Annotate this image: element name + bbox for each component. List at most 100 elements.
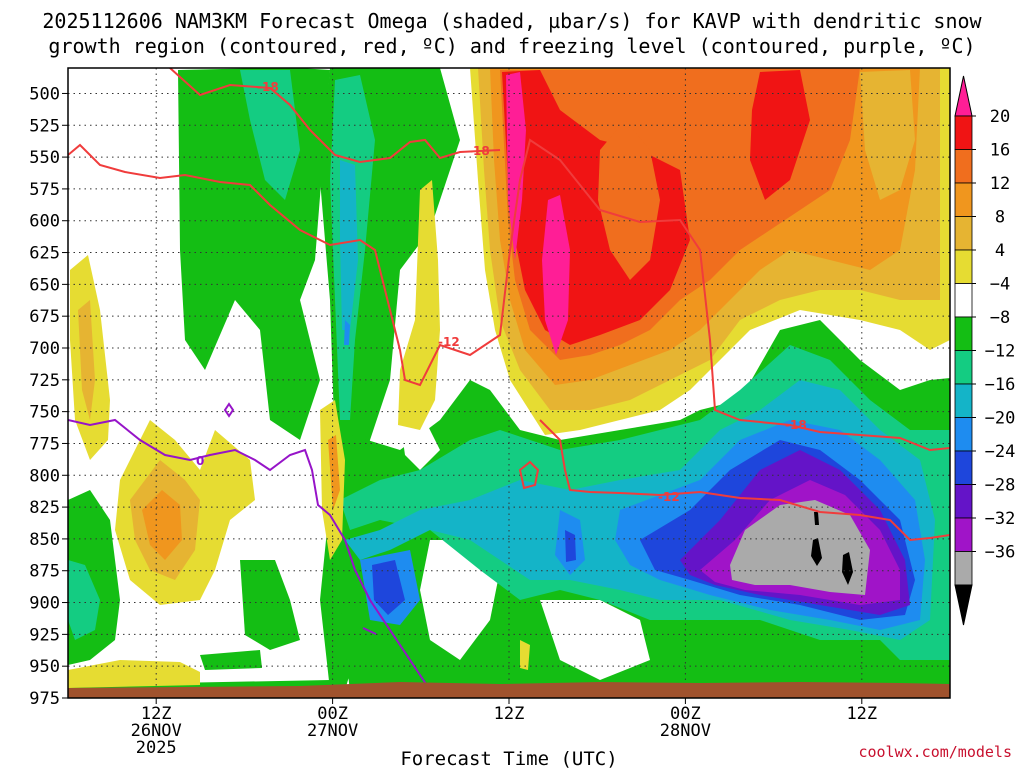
colorbar-segment	[954, 484, 973, 519]
dendritic-contour-minus18	[169, 68, 501, 164]
omega-region	[730, 500, 870, 595]
omega-region	[598, 120, 660, 280]
x-tick-label: 26NOV	[131, 721, 182, 741]
y-tick-label: 525	[29, 116, 60, 136]
colorbar-label: 4	[995, 241, 1005, 261]
omega-region	[811, 538, 822, 566]
omega-region	[200, 650, 262, 670]
freezing-contour-0	[362, 627, 377, 635]
y-tick-label: 775	[29, 434, 60, 454]
colorbar-segment	[954, 316, 973, 351]
omega-region	[520, 640, 530, 670]
colorbar-segment	[954, 350, 973, 385]
omega-region	[68, 560, 100, 640]
colorbar-label: 16	[990, 141, 1010, 161]
y-tick-label: 600	[29, 212, 60, 232]
colorbar-label: −20	[985, 409, 1016, 429]
y-tick-label: 750	[29, 403, 60, 423]
omega-shading	[68, 68, 950, 692]
y-tick-label: 975	[29, 689, 60, 709]
colorbar-label: −12	[985, 342, 1016, 362]
omega-region	[565, 530, 576, 562]
freezing-level-contour	[68, 402, 431, 691]
omega-region	[68, 660, 200, 688]
y-tick-label: 550	[29, 148, 60, 168]
colorbar-segment	[954, 417, 973, 452]
x-tick-label: 00Z	[670, 704, 701, 724]
colorbar-segment	[954, 149, 973, 184]
contour-label-minus18: -18	[468, 144, 490, 158]
omega-region	[540, 600, 650, 680]
y-axis: 500 525 550 575 600 625 650 675 700 725 750 775 800 8…	[29, 84, 68, 709]
credit-text: coolwx.com/models	[858, 743, 1012, 761]
colorbar-label: 20	[990, 107, 1010, 127]
omega-region	[328, 435, 340, 510]
colorbar-segment	[954, 249, 973, 284]
contour-label-minus18: -18	[257, 80, 279, 94]
dendritic-contour-minus12	[518, 460, 540, 490]
dendritic-contours	[68, 68, 950, 542]
colorbar-label: −28	[985, 476, 1016, 496]
y-tick-label: 875	[29, 562, 60, 582]
x-tick-label: 2025	[136, 738, 177, 758]
x-tick-label: 28NOV	[660, 721, 711, 741]
contour-label-0: 0	[196, 454, 204, 468]
chart-title-line1: 2025112606 NAM3KM Forecast Omega (shaded…	[42, 9, 982, 33]
colorbar: 20 16 12 8 4 −4 −8 −12 −16 −20 −24 −28 −32 −36	[954, 75, 1016, 626]
chart-title-line2: growth region (contoured, red, ºC) and f…	[48, 34, 975, 58]
y-tick-label: 850	[29, 530, 60, 550]
omega-region	[860, 70, 915, 200]
y-tick-label: 800	[29, 466, 60, 486]
colorbar-label: 8	[995, 208, 1005, 228]
colorbar-segment	[954, 115, 973, 150]
dendritic-contour-minus18	[68, 138, 950, 452]
colorbar-segment	[954, 383, 973, 418]
dendritic-contour-minus12	[539, 419, 950, 542]
y-tick-label: 825	[29, 498, 60, 518]
omega-region	[240, 560, 300, 650]
y-tick-label: 575	[29, 180, 60, 200]
plot-area: -18 -18 -18 -12 -12 0	[68, 68, 950, 698]
colorbar-segment	[954, 551, 973, 586]
colorbar-label: −16	[985, 375, 1016, 395]
ground-surface	[68, 682, 950, 698]
colorbar-segment	[954, 283, 973, 318]
y-tick-label: 650	[29, 275, 60, 295]
colorbar-segment	[954, 517, 973, 552]
colorbar-label: −4	[990, 275, 1010, 295]
x-tick-label: 12Z	[141, 704, 172, 724]
omega-region	[340, 160, 358, 330]
colorbar-label: 12	[990, 174, 1010, 194]
colorbar-bottom-arrow	[954, 584, 973, 626]
grid-lines	[68, 68, 950, 698]
y-tick-label: 950	[29, 657, 60, 677]
y-tick-label: 625	[29, 244, 60, 264]
omega-region	[240, 70, 300, 200]
omega-region	[542, 195, 570, 355]
x-tick-label: 00Z	[317, 704, 348, 724]
contour-label-minus12: -12	[658, 490, 680, 504]
omega-region	[842, 552, 853, 585]
contour-label-minus12: -12	[438, 335, 460, 349]
y-tick-label: 725	[29, 371, 60, 391]
y-tick-label: 500	[29, 84, 60, 104]
y-tick-label: 925	[29, 625, 60, 645]
omega-region	[372, 560, 405, 615]
y-tick-label: 700	[29, 339, 60, 359]
colorbar-label: −24	[985, 442, 1016, 462]
colorbar-segment	[954, 450, 973, 485]
x-axis-title: Forecast Time (UTC)	[400, 748, 617, 768]
colorbar-top-arrow	[954, 75, 973, 117]
contour-label-minus18: -18	[785, 418, 807, 432]
omega-region	[506, 72, 526, 260]
freezing-contour-0	[68, 418, 431, 691]
colorbar-label: −32	[985, 509, 1016, 529]
freezing-contour-0	[223, 402, 235, 418]
y-tick-label: 675	[29, 307, 60, 327]
x-tick-label: 27NOV	[307, 721, 358, 741]
omega-region	[750, 70, 810, 200]
colorbar-label: −36	[985, 543, 1016, 563]
omega-region	[344, 320, 350, 345]
